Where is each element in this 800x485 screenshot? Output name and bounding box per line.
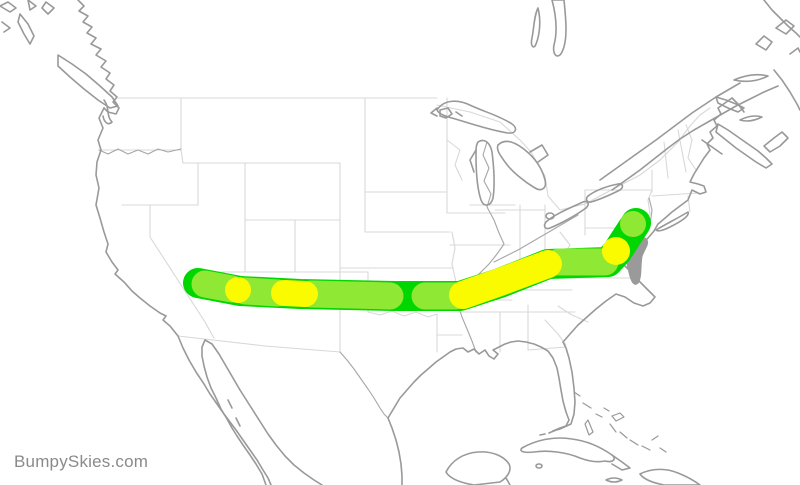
coast-pacific bbox=[95, 107, 179, 337]
rivers bbox=[98, 141, 653, 419]
coast-bay-of-fundy bbox=[701, 97, 745, 155]
route-forecast-segment bbox=[297, 280, 404, 310]
coast-cape-breton bbox=[763, 131, 789, 153]
coast-st-lawrence-south bbox=[599, 82, 741, 181]
coast-lake-erie bbox=[543, 200, 589, 230]
coast-anticosti bbox=[733, 73, 769, 83]
border-mn-wi bbox=[446, 139, 463, 181]
coast-isle-of-youth bbox=[535, 463, 543, 469]
coast-bahamas bbox=[573, 391, 667, 453]
coast-haida-gwaii bbox=[17, 13, 35, 45]
route-forecast-point bbox=[602, 237, 630, 265]
river-ohio bbox=[493, 214, 579, 263]
border-us-canada-east bbox=[436, 104, 711, 211]
coast-nova-scotia bbox=[715, 123, 773, 169]
coast-puget-sound bbox=[102, 99, 113, 125]
route-forecast-point bbox=[225, 277, 251, 303]
coast-green-bay bbox=[469, 149, 477, 173]
coast-hispaniola bbox=[639, 468, 701, 485]
coast-lake-superior bbox=[430, 100, 517, 134]
border-red-river bbox=[367, 310, 438, 318]
coast-lake-st-clair bbox=[545, 212, 555, 220]
coast-yucatan bbox=[445, 451, 511, 485]
coast-lake-winnipeg bbox=[551, 0, 567, 57]
coast-lake-michigan bbox=[475, 139, 495, 206]
turbulence-route bbox=[183, 208, 651, 311]
coast-mexico-gulf bbox=[387, 417, 403, 485]
route-forecast-segment bbox=[271, 280, 318, 307]
watermark-text: BumpySkies.com bbox=[14, 452, 149, 471]
state-borders bbox=[99, 97, 711, 353]
coast-st-lawrence-north bbox=[611, 85, 779, 191]
coast-vancouver-island bbox=[57, 54, 119, 109]
coast-baja-inner-gulf bbox=[201, 339, 323, 485]
coast-lake-huron bbox=[496, 140, 547, 191]
coast-pei bbox=[739, 115, 763, 122]
coast-gaspe bbox=[715, 96, 745, 113]
coast-newfoundland bbox=[755, 0, 800, 111]
border-nc-sc bbox=[557, 305, 589, 323]
border-ca-nv bbox=[149, 204, 215, 339]
border-ga-fl bbox=[527, 346, 567, 351]
coast-jamaica bbox=[605, 477, 623, 483]
coast-lake-manitoba bbox=[530, 7, 541, 48]
border-id-mt bbox=[180, 97, 184, 164]
coast-mid-atlantic bbox=[623, 97, 733, 266]
river-rio-grande bbox=[339, 351, 389, 419]
border-us-mexico bbox=[177, 335, 341, 353]
river-columbia bbox=[98, 148, 182, 155]
coast-alaska-panhandle bbox=[0, 0, 55, 33]
coast-gulf-islands bbox=[227, 399, 241, 427]
coast-cuba-east bbox=[611, 454, 631, 471]
coast-florida-east bbox=[552, 264, 656, 432]
coast-long-island bbox=[655, 211, 690, 232]
coast-gulf-texas-florida bbox=[387, 340, 570, 432]
coast-georgian-bay bbox=[529, 144, 549, 163]
coast-baja-outer bbox=[177, 335, 272, 485]
coast-cuba bbox=[520, 437, 615, 463]
route-forecast-segment bbox=[449, 250, 562, 309]
coast-bc-fjords bbox=[77, 0, 120, 115]
coast-florida-keys bbox=[539, 429, 557, 436]
coast-lake-of-the-woods bbox=[439, 107, 463, 119]
river-mississippi bbox=[457, 141, 505, 353]
coast-lake-ontario bbox=[585, 183, 624, 203]
border-new-england bbox=[651, 129, 699, 213]
route-forecast-point bbox=[620, 211, 646, 237]
